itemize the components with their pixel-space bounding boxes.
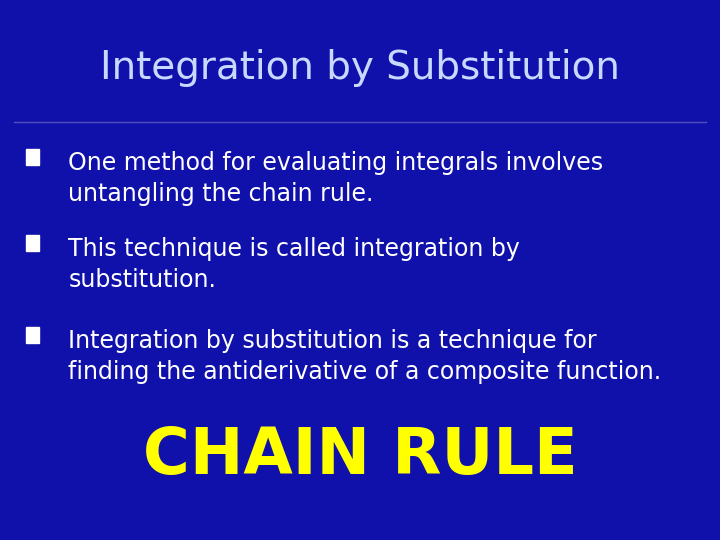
Text: Integration by Substitution: Integration by Substitution — [100, 49, 620, 86]
Text: One method for evaluating integrals involves
untangling the chain rule.: One method for evaluating integrals invo… — [68, 151, 603, 206]
Text: CHAIN RULE: CHAIN RULE — [143, 426, 577, 487]
Bar — [26, 327, 39, 343]
Text: This technique is called integration by
substitution.: This technique is called integration by … — [68, 238, 521, 292]
Text: Integration by substitution is a technique for
finding the antiderivative of a c: Integration by substitution is a techniq… — [68, 329, 662, 384]
Bar — [26, 235, 39, 251]
Bar — [26, 148, 39, 165]
